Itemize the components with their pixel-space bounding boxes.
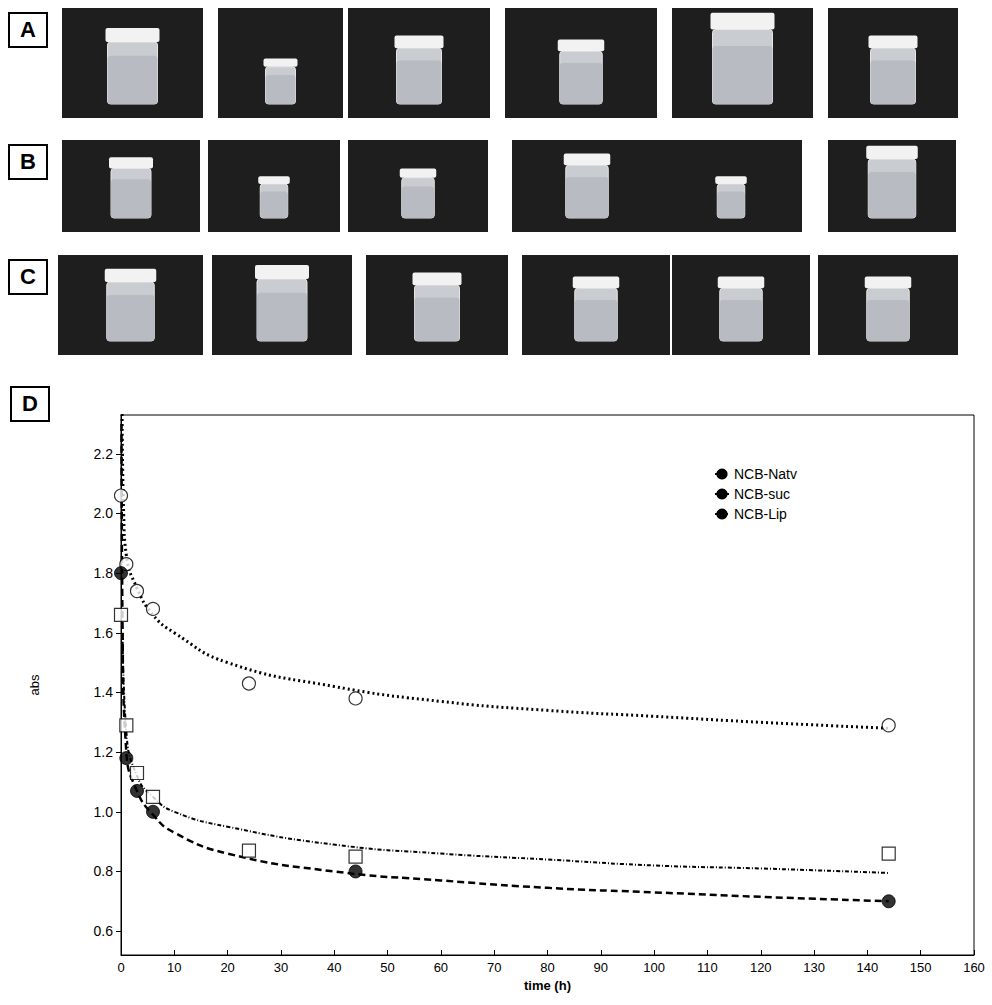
svg-text:90: 90	[594, 960, 608, 975]
html-text:D: D	[22, 391, 38, 416]
svg-text:0.8: 0.8	[94, 863, 114, 879]
svg-text:50: 50	[380, 960, 394, 975]
svg-text:1.4: 1.4	[94, 684, 114, 700]
svg-text:2.2: 2.2	[94, 446, 114, 462]
svg-text:time (h): time (h)	[524, 978, 571, 993]
svg-text:130: 130	[803, 960, 825, 975]
svg-text:NCB-suc: NCB-suc	[734, 486, 790, 502]
svg-text:110: 110	[697, 960, 718, 975]
html-text:A: A	[20, 17, 36, 42]
svg-text:1.8: 1.8	[94, 565, 114, 581]
svg-text:1.6: 1.6	[94, 625, 114, 641]
svg-text:100: 100	[643, 960, 665, 975]
svg-text:140: 140	[857, 960, 879, 975]
svg-text:0: 0	[117, 960, 124, 975]
html-text:C: C	[20, 264, 36, 289]
svg-text:40: 40	[327, 960, 341, 975]
svg-text:1.0: 1.0	[94, 804, 114, 820]
svg-text:80: 80	[540, 960, 554, 975]
svg-text:70: 70	[487, 960, 501, 975]
svg-text:10: 10	[167, 960, 181, 975]
svg-text:2.0: 2.0	[94, 505, 114, 521]
svg-text:30: 30	[274, 960, 288, 975]
svg-text:60: 60	[434, 960, 448, 975]
svg-text:1.2: 1.2	[94, 744, 114, 760]
html-text:B: B	[20, 149, 36, 174]
svg-text:150: 150	[910, 960, 932, 975]
svg-text:0.6: 0.6	[94, 923, 114, 939]
svg-text:NCB-Natv: NCB-Natv	[734, 466, 797, 482]
svg-text:abs: abs	[27, 674, 42, 695]
svg-text:120: 120	[750, 960, 772, 975]
svg-text:NCB-Lip: NCB-Lip	[734, 506, 787, 522]
svg-text:160: 160	[963, 960, 985, 975]
svg-text:20: 20	[220, 960, 234, 975]
